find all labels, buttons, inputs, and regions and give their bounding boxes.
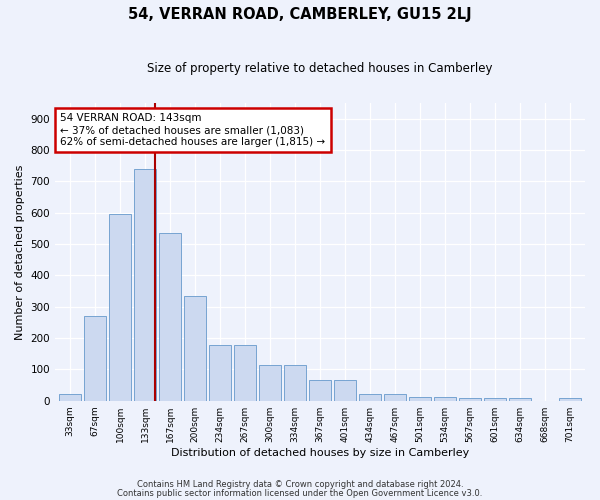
Bar bbox=[384, 394, 406, 400]
Bar bbox=[109, 214, 131, 400]
Bar bbox=[434, 396, 456, 400]
Y-axis label: Number of detached properties: Number of detached properties bbox=[15, 164, 25, 340]
Bar bbox=[59, 394, 81, 400]
Text: Contains HM Land Registry data © Crown copyright and database right 2024.: Contains HM Land Registry data © Crown c… bbox=[137, 480, 463, 489]
Bar bbox=[284, 364, 306, 400]
Bar bbox=[409, 396, 431, 400]
Text: 54 VERRAN ROAD: 143sqm
← 37% of detached houses are smaller (1,083)
62% of semi-: 54 VERRAN ROAD: 143sqm ← 37% of detached… bbox=[61, 114, 325, 146]
Bar bbox=[234, 345, 256, 401]
Bar bbox=[359, 394, 381, 400]
Bar bbox=[559, 398, 581, 400]
Bar bbox=[459, 398, 481, 400]
Text: Contains public sector information licensed under the Open Government Licence v3: Contains public sector information licen… bbox=[118, 489, 482, 498]
Bar bbox=[309, 380, 331, 400]
X-axis label: Distribution of detached houses by size in Camberley: Distribution of detached houses by size … bbox=[171, 448, 469, 458]
Bar bbox=[184, 296, 206, 401]
Text: 54, VERRAN ROAD, CAMBERLEY, GU15 2LJ: 54, VERRAN ROAD, CAMBERLEY, GU15 2LJ bbox=[128, 8, 472, 22]
Bar bbox=[209, 345, 231, 401]
Bar bbox=[134, 169, 156, 400]
Title: Size of property relative to detached houses in Camberley: Size of property relative to detached ho… bbox=[147, 62, 493, 76]
Bar bbox=[84, 316, 106, 400]
Bar bbox=[509, 398, 531, 400]
Bar bbox=[334, 380, 356, 400]
Bar bbox=[484, 398, 506, 400]
Bar bbox=[159, 233, 181, 400]
Bar bbox=[259, 364, 281, 400]
